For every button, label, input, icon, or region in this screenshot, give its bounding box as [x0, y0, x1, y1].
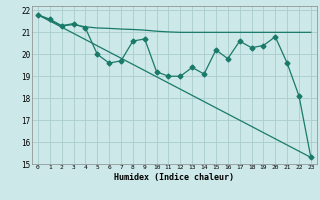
- X-axis label: Humidex (Indice chaleur): Humidex (Indice chaleur): [115, 173, 234, 182]
